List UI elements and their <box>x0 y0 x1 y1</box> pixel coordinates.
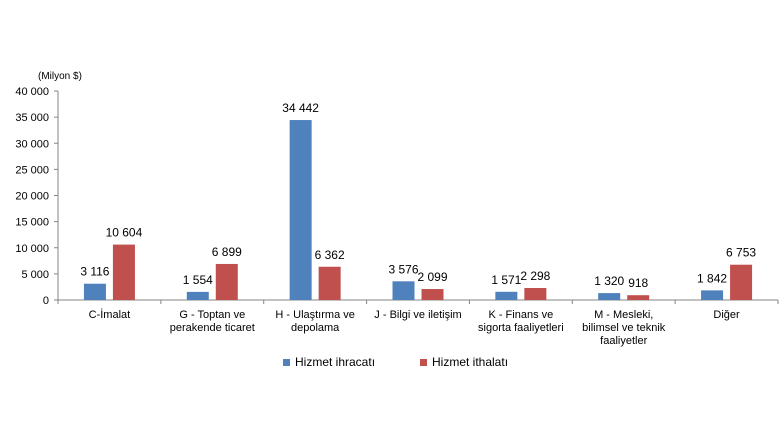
bar-import <box>215 263 238 300</box>
bar-export <box>83 283 106 300</box>
data-label-import: 918 <box>628 276 648 290</box>
x-tick-label-line: K - Finans ve <box>488 309 553 321</box>
data-label-import: 6 753 <box>726 246 756 260</box>
y-tick-label: 35 000 <box>15 112 49 124</box>
data-label-export: 1 554 <box>183 273 213 287</box>
x-tick-label-line: sigorta faaliyetleri <box>478 322 564 334</box>
data-label-export: 3 116 <box>80 265 109 279</box>
y-tick-label: 20 000 <box>15 191 49 203</box>
data-label-import: 2 298 <box>520 269 550 283</box>
x-tick-label-line: perakende ticaret <box>170 322 255 334</box>
y-tick-label: 30 000 <box>15 138 49 150</box>
data-label-import: 6 899 <box>212 245 242 259</box>
x-tick-label: C-İmalat <box>89 308 131 321</box>
x-tick-label: G - Toptan ve perakende ticaret <box>170 309 255 334</box>
bar-import <box>627 295 650 300</box>
x-tick-label: J - Bilgi ve iletişim <box>374 309 461 321</box>
data-label-import: 10 604 <box>106 226 143 240</box>
legend-item-import: Hizmet ithalatı <box>420 355 508 369</box>
data-label-import: 6 362 <box>315 248 345 262</box>
legend-swatch-import <box>420 358 427 366</box>
y-tick-label: 25 000 <box>15 164 49 176</box>
legend-swatch-export <box>283 358 290 366</box>
legend-item-export: Hizmet ihracatı <box>283 355 375 369</box>
bar-export <box>186 291 209 300</box>
legend-label-export: Hizmet ihracatı <box>295 355 376 369</box>
axes: 0 5 000 10 000 15 000 20 000 25 000 30 000 35 0… <box>15 86 779 307</box>
data-label-export: 3 576 <box>388 262 418 276</box>
x-tick-label-line: C-İmalat <box>89 308 131 321</box>
x-tick-label: M - Mesleki, bilimsel ve teknik faaliyetle… <box>582 309 666 347</box>
bar-export <box>392 281 415 300</box>
data-label-import: 2 099 <box>417 270 447 284</box>
data-label-export: 1 320 <box>594 274 624 288</box>
x-tick-label-line: H - Ulaştırma ve <box>275 309 354 321</box>
data-label-export: 34 442 <box>282 101 319 115</box>
x-tick-label: K - Finans ve sigorta faaliyetleri <box>478 309 564 334</box>
bar-import <box>318 266 341 300</box>
bars <box>83 120 753 300</box>
bar-import <box>112 244 135 300</box>
legend-label-import: Hizmet ithalatı <box>432 355 509 369</box>
x-tick-label-line: G - Toptan ve <box>179 309 245 321</box>
bar-import <box>421 289 444 300</box>
y-tick-label: 5 000 <box>21 269 49 281</box>
y-tick-label: 0 <box>43 295 49 307</box>
bar-import <box>524 287 547 300</box>
bar-export <box>495 291 518 300</box>
x-tick-label-line: faaliyetler <box>600 335 647 347</box>
bar-export <box>289 120 312 300</box>
bar-export <box>701 290 724 300</box>
data-label-export: 1 571 <box>491 273 521 287</box>
y-tick-label: 15 000 <box>15 217 49 229</box>
x-tick-label-line: J - Bilgi ve iletişim <box>374 309 461 321</box>
x-tick-labels: C-İmalat G - Toptan ve perakende ticaret H … <box>89 308 740 347</box>
data-label-export: 1 842 <box>697 271 727 285</box>
x-tick-label: Diğer <box>713 309 740 321</box>
y-tick-label: 10 000 <box>15 243 49 255</box>
x-tick-label-line: Diğer <box>713 309 740 321</box>
y-unit-label: (Milyon $) <box>38 71 82 82</box>
bar-export <box>598 293 621 300</box>
x-tick-label-line: bilimsel ve teknik <box>582 322 666 334</box>
x-tick-label: H - Ulaştırma ve depolama <box>275 309 354 334</box>
bar-import <box>730 264 753 300</box>
x-tick-label-line: M - Mesleki, <box>594 309 653 321</box>
y-tick-label: 40 000 <box>15 86 49 98</box>
x-tick-label-line: depolama <box>291 322 340 334</box>
